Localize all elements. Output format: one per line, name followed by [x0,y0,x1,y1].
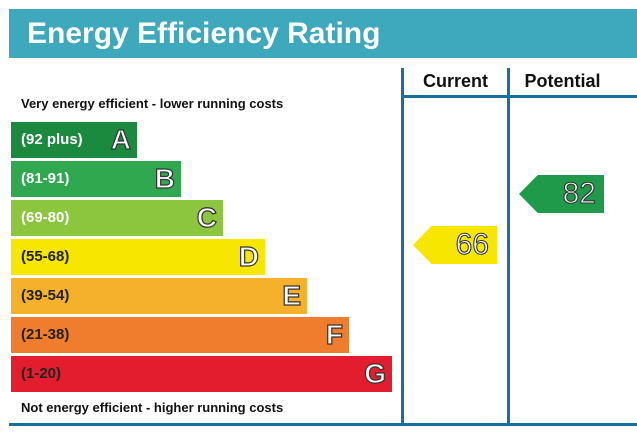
band-g: (1-20) G [11,356,392,392]
bottom-caption: Not energy efficient - higher running co… [21,400,284,415]
band-d: (55-68) D [11,239,265,275]
band-e: (39-54) E [11,278,307,314]
band-a-range: (92 plus) [21,131,83,148]
band-g-range: (1-20) [21,365,62,382]
current-rating-arrow: 66 [413,226,497,264]
band-c-range: (69-80) [21,209,70,226]
band-f-range: (21-38) [21,326,70,343]
potential-rating-arrow: 82 [519,175,604,213]
band-b: (81-91) B [11,161,181,197]
potential-rating-value: 82 [562,176,596,210]
band-a: (92 plus) A [11,122,137,158]
chart-title: Energy Efficiency Rating [27,17,381,50]
potential-column-left-border [507,68,510,424]
current-column-left-border [401,68,404,424]
band-b-range: (81-91) [21,170,70,187]
band-d-letter: D [238,240,259,272]
band-c-letter: C [196,201,217,233]
band-a-letter: A [110,123,131,155]
band-e-range: (39-54) [21,287,70,304]
bottom-rule [9,423,637,426]
header-rule [402,95,637,98]
title-bar: Energy Efficiency Rating [9,9,637,58]
potential-column-header: Potential [524,71,601,91]
band-e-letter: E [282,279,302,311]
band-g-letter: G [364,357,387,389]
band-d-range: (55-68) [21,248,70,265]
band-c: (69-80) C [11,200,223,236]
current-column-header: Current [422,71,488,91]
band-b-letter: B [154,162,175,194]
band-f: (21-38) F [11,317,349,353]
band-f-letter: F [325,318,343,350]
current-rating-value: 66 [455,227,489,261]
top-caption: Very energy efficient - lower running co… [21,96,284,111]
